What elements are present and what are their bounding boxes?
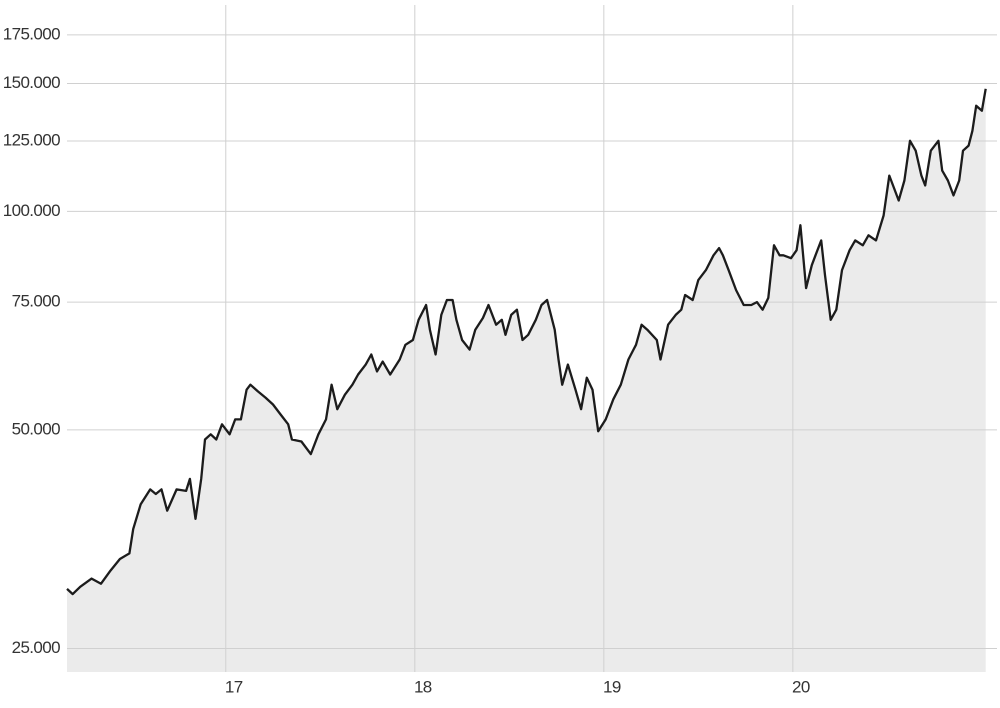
y-tick-label: 125.000 [3, 130, 60, 149]
x-tick-label: 18 [414, 677, 432, 696]
line [66, 88, 987, 596]
y-tick-label: 75.000 [12, 292, 61, 311]
y-tick-label: 100.000 [3, 201, 60, 220]
y-tick-label: 25.000 [12, 638, 61, 657]
y-tick-label: 50.000 [12, 419, 61, 438]
x-tick-label: 20 [792, 677, 810, 696]
x-tick-label: 19 [603, 677, 621, 696]
y-tick-label: 150.000 [3, 73, 60, 92]
area [67, 88, 986, 673]
y-tick-label: 175.000 [3, 24, 60, 43]
x-tick-label: 17 [225, 677, 243, 696]
